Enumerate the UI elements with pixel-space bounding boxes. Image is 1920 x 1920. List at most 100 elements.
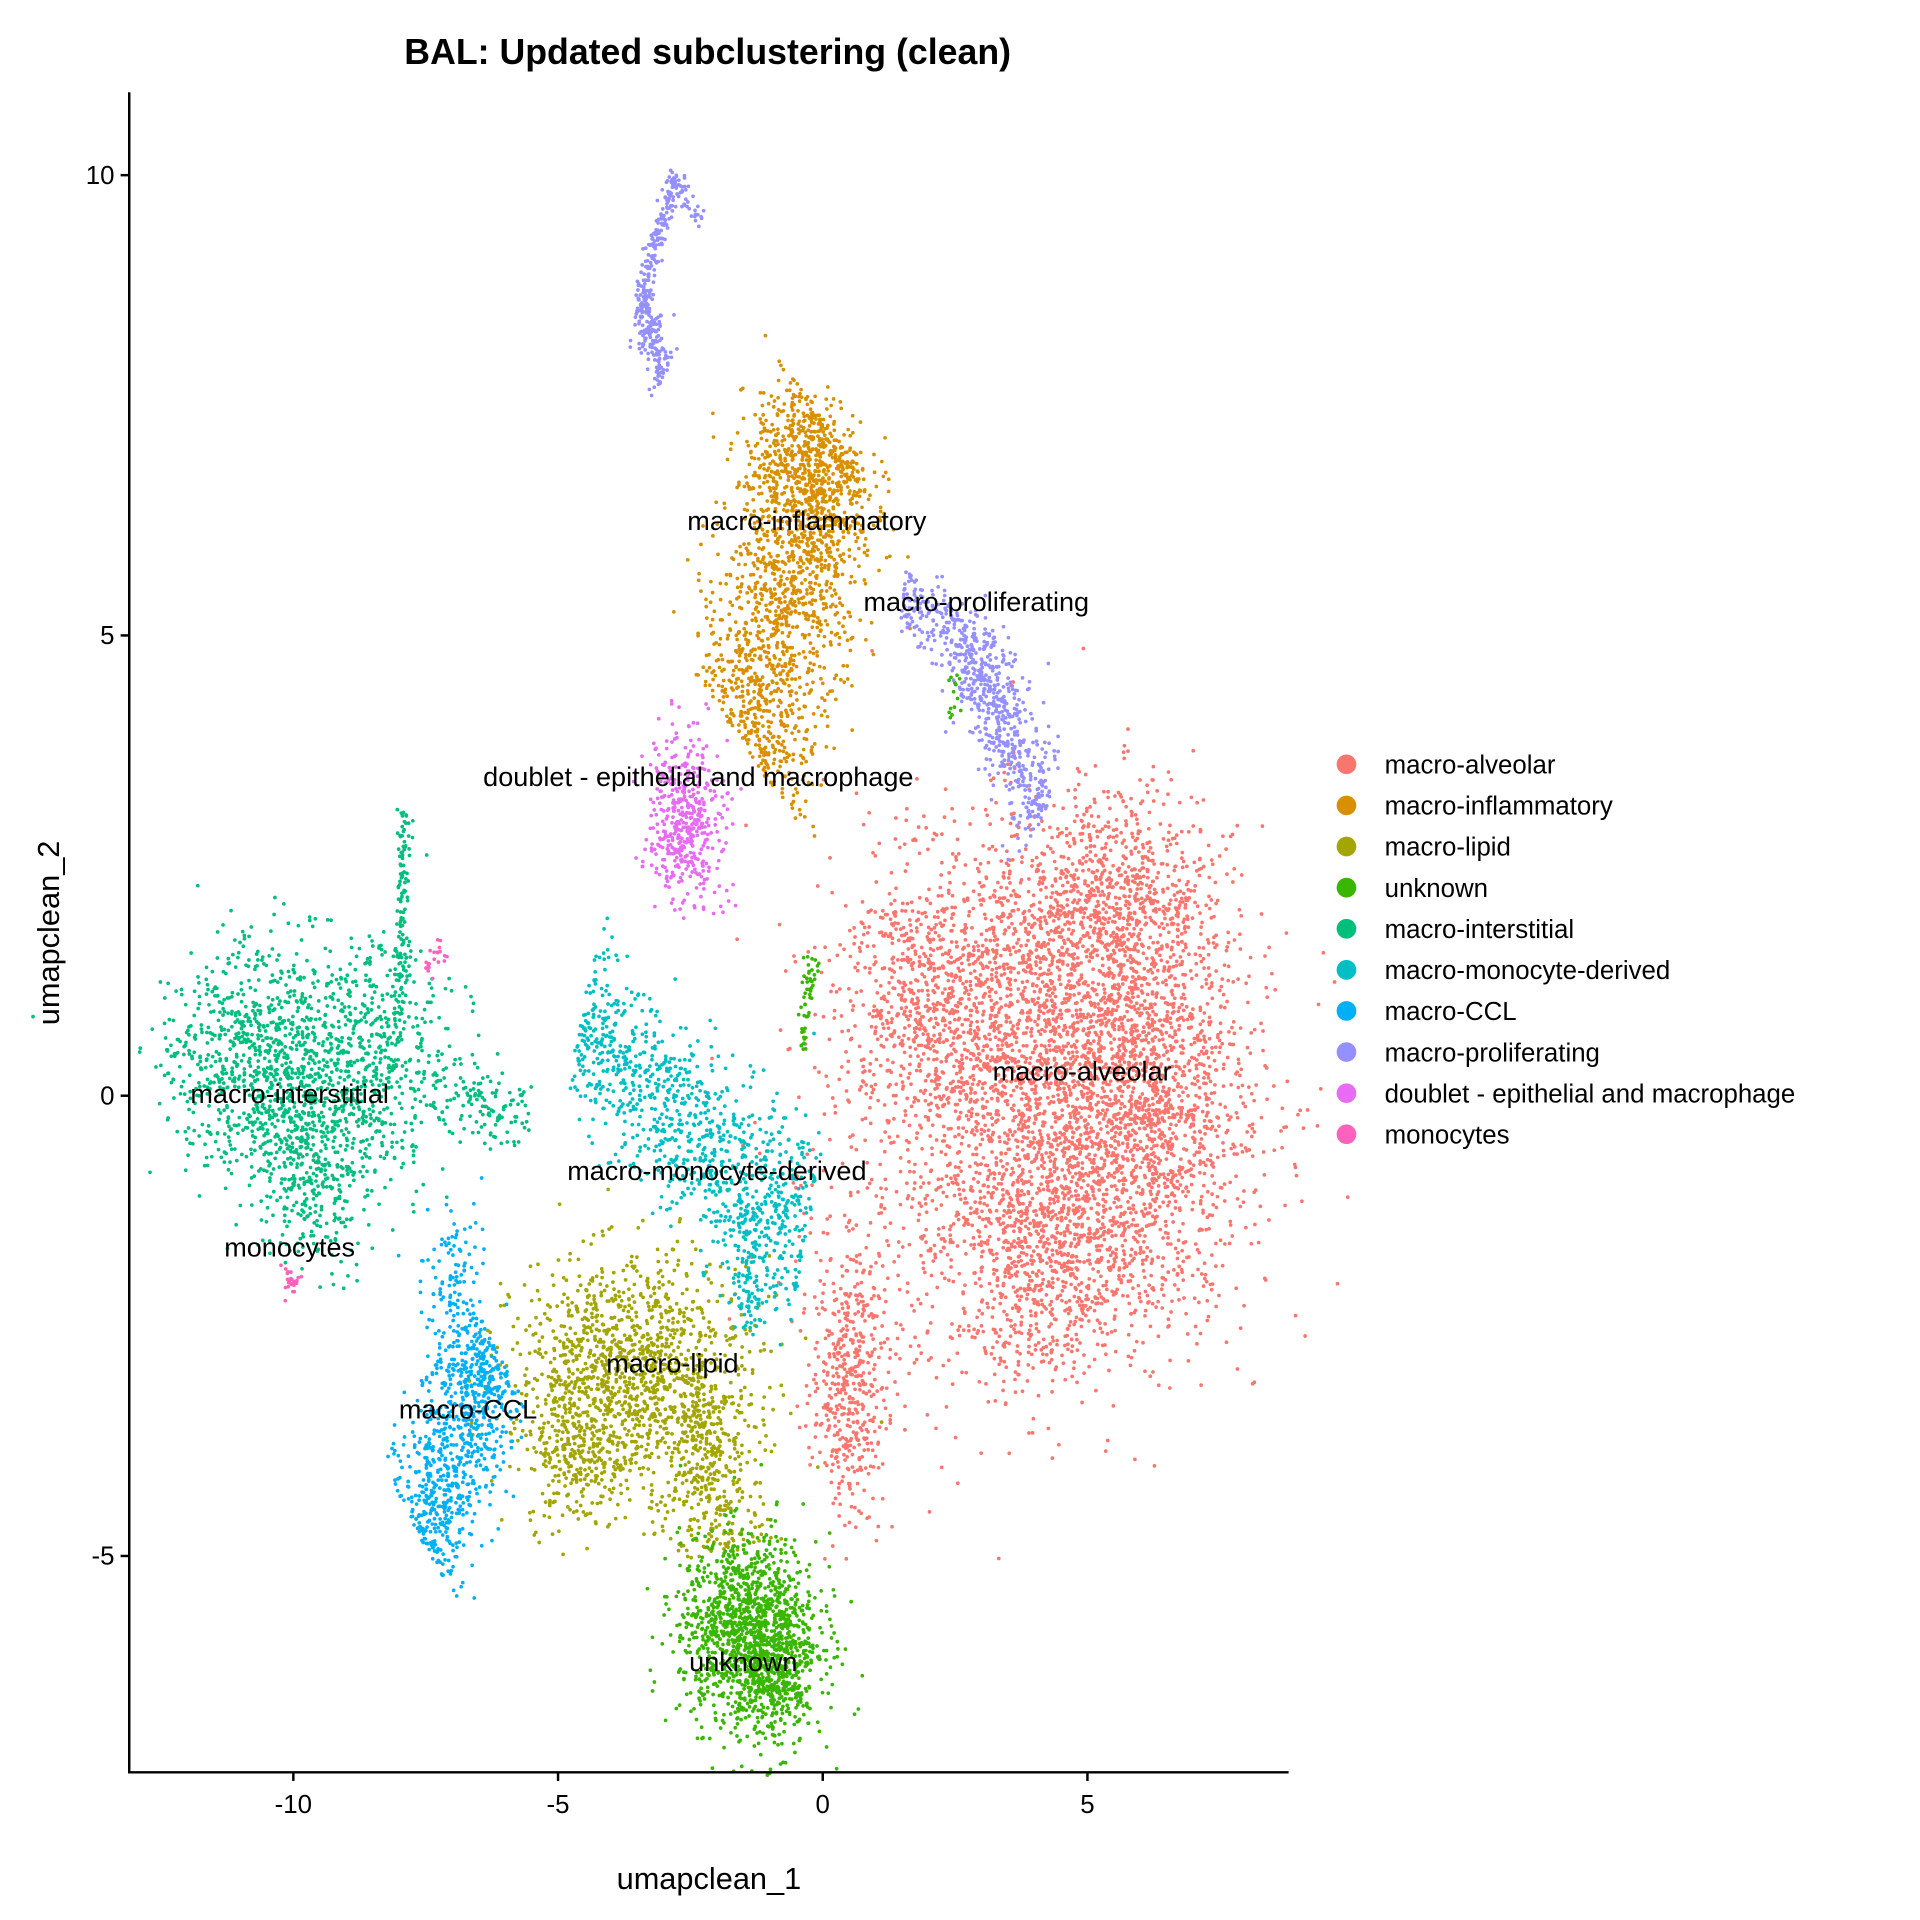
data-point [994,1160,999,1165]
data-point [1273,987,1278,992]
data-point [1035,1023,1040,1027]
data-point [1088,1157,1092,1162]
data-point [1023,985,1027,990]
data-point [1157,1100,1162,1105]
data-point [1080,1196,1085,1201]
data-point [1095,1318,1100,1323]
data-point [1118,1214,1123,1219]
data-point [1099,1243,1104,1248]
data-point [1106,942,1110,947]
data-point [906,1193,911,1198]
data-point [1227,1030,1231,1034]
data-point [1083,1118,1088,1122]
data-point [1084,809,1089,814]
data-point [979,1240,984,1244]
data-point [894,1189,899,1194]
data-point [1156,870,1161,875]
data-point [1180,1248,1184,1253]
data-point [918,1089,923,1093]
data-point [1038,960,1043,965]
data-point [1180,959,1185,964]
data-point [1168,1043,1173,1048]
data-point [1128,1195,1133,1200]
data-point [1254,1083,1258,1087]
data-point [1003,1073,1007,1078]
data-point [1050,1179,1054,1183]
data-point [977,1079,982,1084]
data-point [1126,749,1130,753]
data-point [1180,865,1185,870]
data-point [1197,1150,1202,1155]
data-point [1201,798,1206,802]
data-point [1101,856,1106,860]
data-point [1113,1307,1118,1312]
data-point [811,1147,815,1152]
data-point [1091,1193,1096,1198]
data-point [1124,1030,1128,1035]
data-point [1140,943,1144,948]
data-point [1188,1108,1193,1113]
data-point [1152,920,1156,925]
data-point [1168,898,1173,903]
data-point [1135,1240,1140,1244]
data-point [1007,1044,1011,1048]
data-point [1098,829,1103,834]
data-point [1095,1210,1099,1215]
data-point [982,1201,986,1206]
data-point [1243,1104,1248,1109]
data-point [1101,916,1106,920]
data-point [1139,927,1143,932]
data-point [1078,1012,1083,1017]
data-point [1138,901,1143,906]
data-point [1145,981,1150,986]
data-point [935,1285,940,1290]
data-point [1095,938,1100,943]
data-point [1046,1057,1050,1061]
data-point [1017,1018,1022,1023]
data-point [1170,1035,1175,1040]
data-point [1101,1232,1105,1237]
data-point [1041,828,1046,832]
data-point [1182,1147,1186,1151]
data-point [1048,825,1052,830]
data-point [1172,893,1177,897]
data-point [1174,1136,1179,1141]
data-point [1115,1187,1119,1192]
data-point [1126,1200,1130,1204]
data-point [1117,1024,1122,1029]
data-point [1057,934,1062,939]
data-point [1172,1283,1177,1287]
data-point [1202,966,1206,970]
data-point [1225,1113,1230,1118]
data-point [1133,942,1138,946]
data-point [1020,1115,1024,1119]
data-point [1028,1010,1032,1015]
data-point [970,1223,975,1228]
data-point [994,975,999,979]
data-point [900,951,905,956]
data-point [1092,988,1096,993]
data-point [1121,947,1125,952]
data-point [1242,1303,1246,1308]
data-point [1113,1097,1118,1102]
data-point [1178,962,1182,967]
data-point [1169,1136,1173,1141]
data-point [1092,1051,1096,1056]
data-point [1189,1042,1193,1047]
data-point [907,1242,912,1247]
data-point [1246,1000,1250,1005]
data-point [1076,1146,1081,1150]
data-point [1001,1164,1005,1169]
data-point [928,1108,932,1113]
data-point [962,1223,966,1227]
data-point [1120,1164,1125,1169]
data-point [1088,1041,1093,1046]
data-point [1201,1183,1206,1188]
data-point [951,1036,956,1040]
data-point [1051,1094,1056,1099]
data-point [1080,907,1085,912]
data-point [1136,831,1141,836]
data-point [1252,1130,1257,1134]
data-point [865,1160,870,1165]
